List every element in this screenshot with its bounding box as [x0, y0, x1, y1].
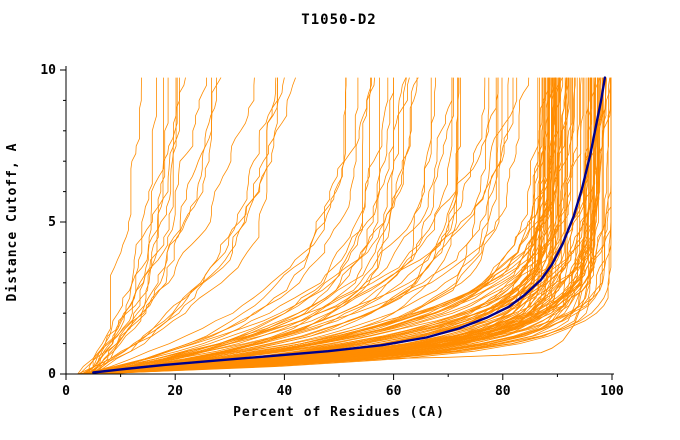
ensemble-curve — [94, 77, 296, 375]
ensemble-curve — [87, 77, 372, 375]
ensemble-curve — [91, 77, 359, 375]
highlight-curve — [92, 76, 607, 374]
x-tick-label: 40 — [277, 384, 293, 399]
ensemble-curve — [90, 77, 142, 375]
ensemble-curve — [92, 77, 590, 375]
ensemble-curve — [80, 77, 556, 375]
ensemble-curve — [81, 77, 454, 375]
ensemble-curve — [77, 77, 612, 375]
ensemble-curve — [94, 77, 453, 375]
ensemble-curve — [84, 77, 518, 375]
ensemble-curve — [82, 77, 544, 375]
ensemble-curve — [93, 77, 549, 375]
ensemble-curve — [78, 77, 612, 375]
ensemble-curve — [87, 77, 569, 375]
ensemble-curve — [87, 77, 486, 375]
ensemble-curve — [91, 77, 453, 375]
ensemble-curve — [88, 77, 278, 375]
ensemble-curve — [78, 77, 460, 375]
ensemble-curve — [93, 77, 602, 375]
y-axis-label: Distance Cutoff, A — [5, 143, 20, 302]
ensemble-curve — [85, 77, 347, 375]
ensemble-curve — [79, 77, 169, 375]
chart-title: T1050-D2 — [301, 12, 376, 28]
y-tick-label: 0 — [48, 367, 56, 382]
x-tick-label: 60 — [386, 384, 402, 399]
ensemble-curve — [92, 77, 595, 375]
ensemble-curve — [81, 77, 375, 375]
ensemble-curve — [87, 77, 611, 375]
ensemble-curve — [83, 77, 573, 375]
ensemble-curve — [83, 77, 592, 375]
ensemble-curve — [80, 77, 503, 375]
x-axis-label: Percent of Residues (CA) — [233, 405, 445, 420]
ensemble-curve — [86, 77, 186, 375]
ensemble-curve — [80, 77, 499, 375]
ensemble-curve — [96, 77, 394, 375]
ensemble-curve — [89, 77, 497, 375]
x-tick-label: 0 — [62, 384, 70, 399]
ensemble-curve — [90, 77, 593, 375]
ensemble-curve — [77, 77, 285, 375]
ensemble-curve — [95, 77, 560, 375]
ensemble-curve — [86, 77, 347, 375]
curves-layer — [77, 76, 612, 375]
ensemble-curve — [85, 77, 459, 375]
ensemble-curve — [86, 77, 410, 375]
ensemble-curve — [81, 77, 180, 375]
ensemble-curve — [86, 77, 509, 375]
x-tick-label: 100 — [600, 384, 624, 399]
x-tick-label: 80 — [495, 384, 511, 399]
ensemble-curve — [87, 77, 177, 375]
outlier-curve — [377, 79, 607, 360]
y-tick-label: 5 — [48, 215, 56, 230]
ensemble-curve — [77, 77, 212, 375]
x-tick-label: 20 — [167, 384, 183, 399]
ensemble-curve — [91, 77, 555, 375]
ensemble-curve — [83, 77, 549, 375]
ensemble-curve — [85, 77, 599, 375]
axes-layer: 0 20 40 60 80 100 0 5 10 — [40, 63, 624, 399]
ensemble-curve — [79, 77, 407, 375]
ensemble-curve — [87, 77, 255, 375]
ensemble-curve — [87, 77, 217, 375]
ensemble-curve — [83, 77, 164, 375]
ensemble-curve — [80, 77, 419, 375]
ensemble-curve — [85, 77, 546, 375]
ensemble-curve — [87, 77, 612, 375]
ensemble-curve — [88, 77, 389, 375]
ensemble-curve — [84, 77, 589, 375]
y-tick-label: 10 — [40, 63, 56, 78]
ensemble-curve — [87, 77, 461, 375]
ensemble-curve — [80, 77, 561, 375]
ensemble-curve — [86, 77, 418, 375]
